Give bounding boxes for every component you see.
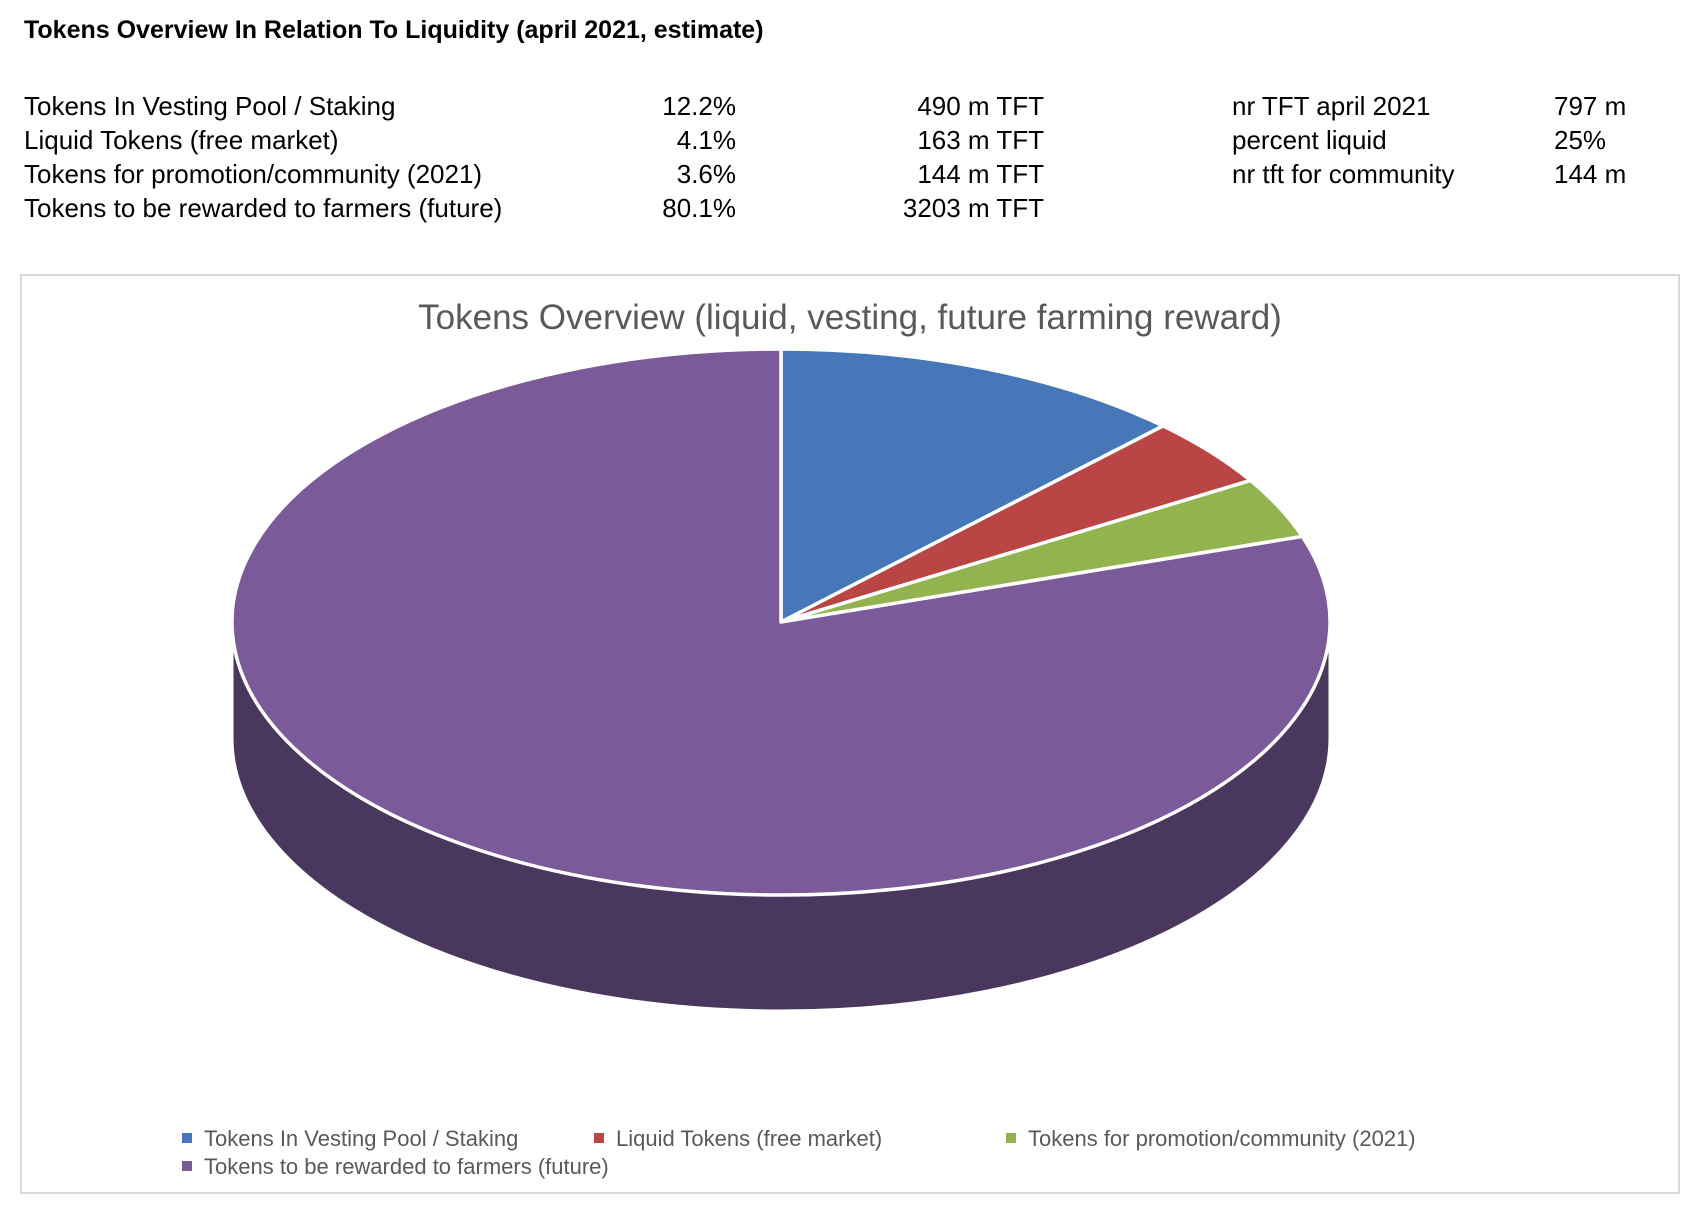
side-stat-value: 144 m [1554, 159, 1627, 189]
pie-slice [779, 347, 1165, 624]
row-percent: 3.6% [676, 159, 736, 189]
legend-swatch [594, 1133, 604, 1144]
chart-area[interactable]: Tokens Overview (liquid, vesting, future… [20, 274, 1680, 1194]
legend-swatch [1006, 1133, 1016, 1144]
legend-item: Tokens In Vesting Pool / Staking [182, 1124, 518, 1154]
summary-table: Tokens In Vesting Pool / Staking 12.2% 490… [24, 88, 1664, 248]
row-percent: 12.2% [662, 91, 736, 121]
legend-item: Tokens for promotion/community (2021) [1006, 1124, 1416, 1154]
legend-label: Tokens In Vesting Pool / Staking [204, 1126, 519, 1151]
side-stat-label: percent liquid [1232, 125, 1387, 155]
row-percent: 4.1% [676, 125, 736, 155]
row-label: Liquid Tokens (free market) [24, 125, 339, 155]
legend-label: Tokens to be rewarded to farmers (future… [204, 1154, 609, 1179]
chart-title: Tokens Overview (liquid, vesting, future… [418, 298, 1282, 337]
side-stat-value: 797 m [1554, 91, 1627, 121]
legend-item: Tokens to be rewarded to farmers (future… [182, 1152, 609, 1182]
pie-slice [230, 347, 1332, 897]
legend-label: Tokens for promotion/community (2021) [1028, 1126, 1416, 1151]
row-amount: 163 m TFT [917, 125, 1044, 155]
row-amount: 3203 m TFT [902, 193, 1044, 223]
sheet-title: Tokens Overview In Relation To Liquidity… [24, 16, 764, 44]
side-stat-label: nr tft for community [1232, 159, 1455, 189]
side-stat-label: nr TFT april 2021 [1232, 91, 1431, 121]
row-label: Tokens In Vesting Pool / Staking [24, 91, 396, 121]
row-label: Tokens to be rewarded to farmers (future… [24, 193, 503, 223]
pie-chart[interactable] [22, 276, 1678, 1192]
side-stat-value: 25% [1554, 125, 1607, 155]
row-label: Tokens for promotion/community (2021) [24, 159, 483, 189]
row-amount: 490 m TFT [917, 91, 1044, 121]
legend-item: Liquid Tokens (free market) [594, 1124, 882, 1154]
row-percent: 80.1% [662, 193, 736, 223]
legend-swatch [182, 1161, 192, 1172]
row-amount: 144 m TFT [917, 159, 1044, 189]
chart-legend: Tokens In Vesting Pool / Staking Liquid T… [182, 1124, 1582, 1190]
legend-swatch [182, 1133, 192, 1144]
legend-label: Liquid Tokens (free market) [616, 1126, 883, 1151]
